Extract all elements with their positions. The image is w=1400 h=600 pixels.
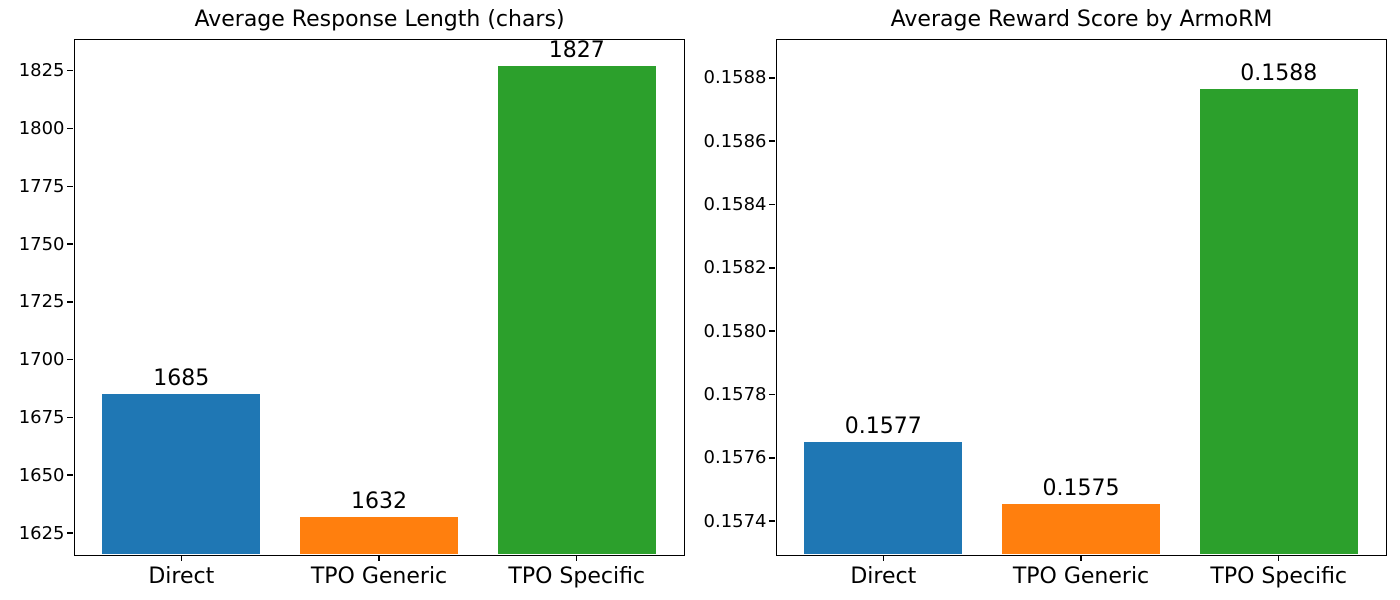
y-tick-label: 1650 [18,464,65,486]
chart-response-length: Average Response Length (chars) 1625 1650… [19,0,686,600]
chart-title-response-length: Average Response Length (chars) [194,7,565,32]
x-tick-label: TPO Generic [1012,563,1150,589]
bar-direct [804,441,963,555]
y-tick-mark [768,140,775,142]
y-tick-mark [768,77,775,79]
x-tick-mark [378,556,380,561]
bar-value-label: 1632 [351,488,407,514]
chart-title-reward-score: Average Reward Score by ArmoRM [890,7,1273,32]
y-tick-mark [66,532,73,534]
y-tick-mark [66,416,73,419]
chart-reward-score: Average Reward Score by ArmoRM 0.1574 0.1… [704,0,1388,600]
y-tick-mark [66,127,73,130]
bar-tpo-specific [497,66,656,555]
y-tick-mark [66,243,73,245]
y-tick-mark [768,520,775,522]
x-tick-label: Direct [850,563,917,589]
bar-value-label: 1685 [153,366,210,392]
axes-response-length: 1625 1650 1675 1700 1725 1750 1775 1800 1825 1685… [19,38,685,589]
bar-value-label: 1827 [548,38,605,64]
x-tick-mark [575,556,578,561]
y-tick-label: 1675 [18,406,65,428]
axes-reward-score: 0.1574 0.1576 0.1578 0.1580 0.1582 0.1584 0.15… [704,38,1387,589]
y-tick-label: 1700 [18,349,65,371]
y-tick-mark [768,203,775,206]
bar-tpo-specific [1199,88,1358,555]
bar-direct [102,394,261,555]
y-tick-label: 0.1580 [703,320,767,342]
bar-tpo-generic [299,516,459,555]
y-tick-mark [768,457,775,459]
y-tick-mark [66,69,73,72]
y-tick-label: 1825 [18,60,65,82]
y-tick-label: 0.1574 [703,510,767,532]
y-tick-mark [768,267,775,269]
y-tick-mark [66,358,73,361]
y-tick-mark [768,330,775,332]
y-tick-label: 0.1586 [703,130,767,152]
x-tick-mark [1080,556,1082,561]
y-tick-label: 0.1584 [703,194,767,215]
y-tick-label: 0.1588 [703,67,767,89]
x-tick-label: TPO Specific [508,563,646,589]
y-tick-label: 1775 [18,175,65,197]
y-tick-label: 1725 [18,291,65,313]
y-tick-mark [768,393,775,396]
y-tick-mark [66,474,73,476]
x-tick-mark [882,556,885,561]
x-tick-mark [180,556,183,561]
y-tick-mark [66,185,73,188]
bar-value-label: 0.1575 [1042,475,1120,501]
bar-value-label: 0.1577 [844,413,922,439]
y-tick-label: 1750 [18,233,65,255]
y-tick-label: 0.1582 [703,257,767,279]
y-tick-label: 1800 [18,117,65,139]
x-tick-mark [1277,556,1280,561]
y-tick-label: 1625 [18,522,65,544]
bar-value-label: 0.1588 [1240,60,1318,86]
y-tick-label: 0.1578 [703,384,767,406]
x-tick-label: TPO Specific [1210,563,1348,589]
y-tick-label: 0.1576 [703,447,767,469]
x-tick-label: Direct [148,563,215,589]
bar-tpo-generic [1001,503,1161,555]
y-tick-mark [66,301,73,303]
x-tick-label: TPO Generic [310,563,448,589]
